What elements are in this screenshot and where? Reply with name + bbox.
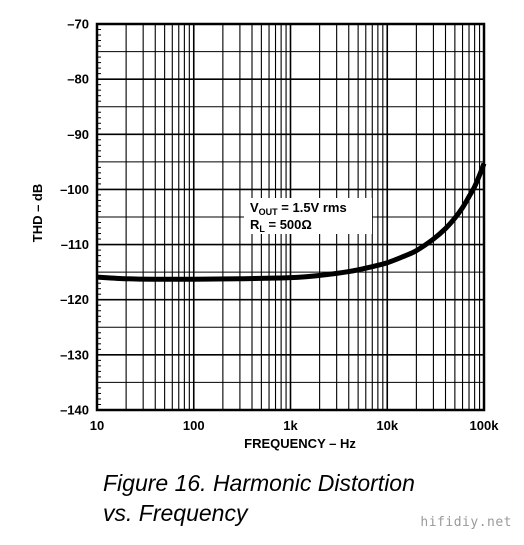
figure-caption: Figure 16. Harmonic Distortion vs. Frequ… bbox=[103, 468, 415, 528]
x-tick-labels: 10 100 1k 10k 100k bbox=[90, 418, 499, 433]
y-tick-label: –90 bbox=[67, 127, 89, 142]
annotation-rl: RL = 500Ω bbox=[250, 217, 312, 234]
y-tick-label: –130 bbox=[60, 347, 89, 362]
x-tick-label: 1k bbox=[283, 418, 298, 433]
y-tick-label: –80 bbox=[67, 72, 89, 87]
y-tick-label: –100 bbox=[60, 182, 89, 197]
rl-value: = 500Ω bbox=[265, 217, 312, 232]
vout-value: = 1.5V rms bbox=[278, 200, 347, 215]
y-tick-label: –140 bbox=[60, 403, 89, 418]
x-axis-label: FREQUENCY – Hz bbox=[244, 436, 356, 451]
x-tick-label: 100 bbox=[183, 418, 205, 433]
x-tick-label: 100k bbox=[470, 418, 500, 433]
x-tick-label: 10 bbox=[90, 418, 104, 433]
thd-vs-frequency-chart: –70 –80 –90 –100 –110 –120 –130 –140 10 100 1k 10k… bbox=[0, 0, 524, 470]
y-tick-label: –110 bbox=[61, 237, 89, 252]
vout-symbol: V bbox=[250, 200, 259, 215]
watermark-text: hifidiy.net bbox=[420, 515, 512, 530]
y-tick-label: –120 bbox=[60, 292, 89, 307]
x-tick-label: 10k bbox=[376, 418, 398, 433]
caption-line-2: vs. Frequency bbox=[103, 498, 415, 528]
vout-subscript: OUT bbox=[259, 207, 279, 217]
y-tick-label: –70 bbox=[67, 17, 89, 32]
caption-line-1: Figure 16. Harmonic Distortion bbox=[103, 468, 415, 498]
y-tick-labels: –70 –80 –90 –100 –110 –120 –130 –140 bbox=[60, 17, 89, 418]
y-axis-label: THD – dB bbox=[30, 184, 45, 243]
